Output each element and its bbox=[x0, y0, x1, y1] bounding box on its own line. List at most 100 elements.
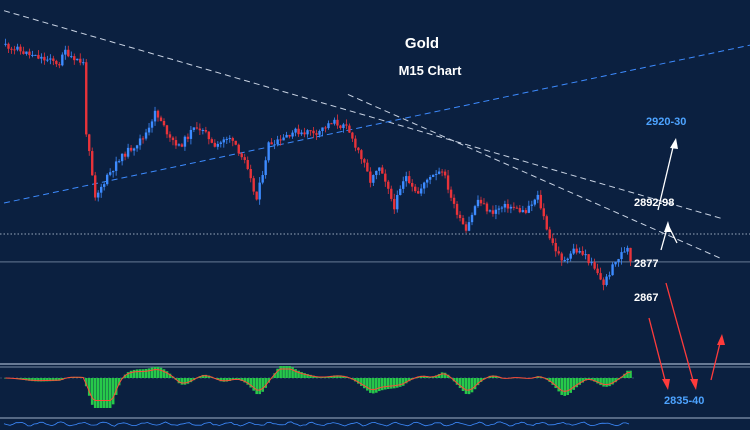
candle bbox=[578, 247, 581, 254]
candle bbox=[485, 201, 489, 215]
histogram-bar bbox=[476, 378, 480, 386]
candle bbox=[13, 45, 16, 55]
histogram-bar bbox=[392, 378, 396, 389]
candle bbox=[28, 48, 31, 59]
histogram-bar bbox=[165, 371, 169, 378]
candle bbox=[58, 62, 61, 69]
histogram-bar bbox=[623, 373, 626, 378]
histogram-bar bbox=[294, 369, 297, 378]
histogram-bar bbox=[126, 372, 130, 378]
histogram-bar bbox=[434, 375, 438, 378]
histogram-bar bbox=[563, 378, 567, 396]
candle bbox=[324, 125, 327, 133]
candle bbox=[327, 120, 330, 130]
candle bbox=[411, 179, 414, 192]
histogram-bar bbox=[602, 378, 605, 387]
candle bbox=[4, 38, 7, 47]
label-2877: 2877 bbox=[634, 258, 658, 270]
candle bbox=[506, 199, 510, 213]
histogram-bar bbox=[548, 378, 552, 383]
histogram-bar bbox=[55, 378, 58, 381]
candle bbox=[64, 45, 67, 60]
histogram-bar bbox=[386, 378, 390, 390]
histogram-bar bbox=[90, 378, 94, 405]
histogram-bar bbox=[422, 375, 426, 378]
candle bbox=[243, 153, 246, 164]
candle bbox=[363, 157, 366, 168]
candle bbox=[49, 54, 52, 65]
candle bbox=[204, 126, 208, 134]
candle bbox=[593, 258, 596, 271]
histogram-bar bbox=[467, 378, 471, 395]
candle bbox=[309, 130, 312, 136]
projection-arrows bbox=[648, 138, 725, 390]
candle bbox=[348, 123, 351, 134]
candle bbox=[129, 145, 133, 153]
histogram-bar bbox=[584, 378, 587, 381]
candle bbox=[16, 43, 19, 52]
candle bbox=[587, 254, 590, 266]
candle bbox=[88, 133, 91, 156]
histogram-bar bbox=[207, 375, 211, 378]
candle bbox=[551, 233, 554, 246]
candle bbox=[183, 135, 187, 151]
histogram-bar bbox=[243, 378, 247, 383]
candle bbox=[503, 200, 507, 213]
histogram-bar bbox=[494, 375, 498, 378]
candle bbox=[434, 170, 438, 181]
histogram-bar bbox=[398, 378, 402, 387]
histogram-bar bbox=[264, 378, 267, 388]
candle bbox=[7, 42, 10, 53]
histogram-bar bbox=[252, 378, 255, 391]
histogram-bar bbox=[87, 378, 91, 396]
candle bbox=[174, 136, 178, 149]
histogram-bar bbox=[312, 375, 315, 378]
candle bbox=[599, 267, 602, 281]
candle bbox=[180, 142, 184, 148]
histogram-bar bbox=[551, 378, 555, 385]
candle bbox=[530, 200, 534, 212]
histogram-bar bbox=[578, 378, 581, 385]
candle bbox=[141, 136, 145, 144]
candle bbox=[153, 106, 157, 126]
candle bbox=[135, 144, 139, 152]
candle bbox=[150, 119, 154, 133]
candle bbox=[255, 191, 258, 201]
candle bbox=[455, 201, 459, 219]
candle bbox=[479, 196, 483, 207]
candle bbox=[611, 262, 614, 276]
histogram-bar bbox=[455, 378, 459, 385]
histogram-bar bbox=[375, 378, 378, 393]
histogram-bar bbox=[383, 378, 387, 390]
candle bbox=[52, 55, 55, 66]
histogram-bar bbox=[372, 378, 375, 394]
candle bbox=[162, 118, 166, 127]
arrow-head-up-from-2835 bbox=[717, 334, 725, 345]
candle bbox=[405, 171, 408, 187]
candle bbox=[387, 179, 390, 195]
candle bbox=[518, 204, 522, 214]
histogram-bar bbox=[452, 378, 456, 382]
candle bbox=[428, 174, 432, 185]
candle bbox=[267, 141, 270, 163]
candle bbox=[626, 245, 629, 255]
candle bbox=[372, 174, 375, 187]
candle bbox=[240, 151, 243, 160]
histogram-bar bbox=[25, 378, 28, 381]
candle bbox=[422, 181, 426, 194]
arrow-down-left bbox=[648, 317, 667, 385]
candle bbox=[488, 209, 492, 213]
candle bbox=[512, 202, 516, 211]
arrow-up-to-2920 bbox=[657, 142, 675, 211]
candle bbox=[73, 53, 76, 65]
candle bbox=[581, 246, 584, 256]
candle bbox=[132, 147, 136, 156]
candle bbox=[431, 174, 435, 178]
histogram-bar bbox=[132, 369, 136, 378]
candle bbox=[446, 169, 450, 194]
candle bbox=[19, 44, 22, 55]
histogram-bar bbox=[357, 378, 360, 384]
candle bbox=[276, 135, 279, 147]
trendlines bbox=[3, 10, 750, 260]
candle bbox=[228, 135, 231, 143]
